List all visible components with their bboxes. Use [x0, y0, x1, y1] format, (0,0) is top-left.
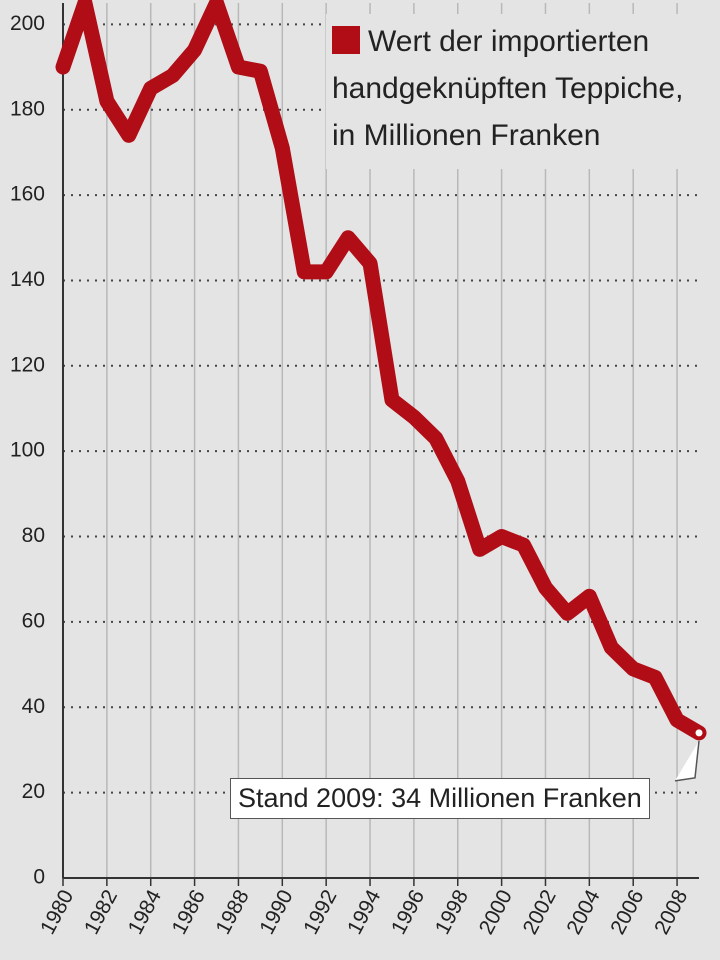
x-tick-label: 1982 [80, 886, 122, 938]
x-tick-label: 1986 [168, 886, 210, 938]
y-tick-label: 100 [10, 439, 45, 462]
x-tick-label: 2000 [475, 886, 517, 938]
x-tick-label: 2004 [562, 886, 604, 938]
y-tick-label: 40 [22, 695, 45, 718]
y-tick-label: 180 [10, 97, 45, 120]
annotation-pointer [674, 740, 700, 782]
data-line [55, 0, 707, 741]
legend: Wert der importierten handgeknüpften Tep… [326, 14, 708, 169]
x-tick-label: 1996 [387, 886, 429, 938]
y-tick-label: 60 [22, 609, 45, 632]
x-tick-label: 1994 [343, 886, 385, 938]
x-tick-label: 2006 [606, 886, 648, 938]
y-tick-label: 120 [10, 353, 45, 376]
x-tick-label: 1988 [212, 886, 254, 938]
x-tick-label: 1992 [299, 886, 341, 938]
legend-swatch [332, 26, 360, 54]
y-tick-label: 20 [22, 780, 45, 803]
end-marker [693, 727, 705, 739]
y-tick-label: 140 [10, 268, 45, 291]
y-tick-label: 80 [22, 524, 45, 547]
x-tick-label: 1998 [431, 886, 473, 938]
y-tick-label: 200 [10, 12, 45, 35]
x-tick-label: 1980 [36, 886, 78, 938]
x-tick-label: 1984 [124, 886, 166, 938]
x-tick-label: 2008 [650, 886, 692, 938]
x-tick-label: 2002 [519, 886, 561, 938]
y-tick-label: 0 [33, 866, 45, 889]
legend-label: Wert der importierten handgeknüpften Tep… [332, 25, 684, 152]
annotation: Stand 2009: 34 Millionen Franken [230, 778, 650, 819]
x-tick-label: 1990 [255, 886, 297, 938]
y-tick-label: 160 [10, 183, 45, 206]
